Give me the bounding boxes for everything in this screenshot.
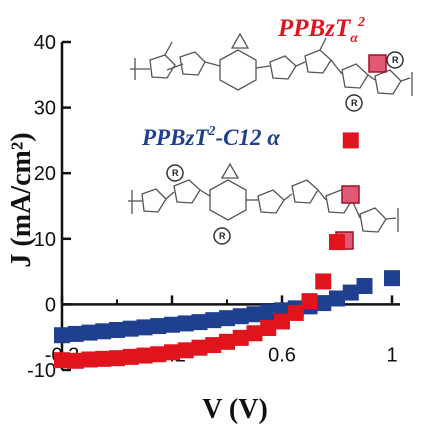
data-point-ppbzt-alpha2 <box>123 349 139 365</box>
data-point-ppbzt-alpha2 <box>192 340 208 356</box>
data-point-ppbzt-alpha2 <box>68 353 84 369</box>
legend-ppbzt-alpha2: PPBzTα2 <box>277 15 365 46</box>
svg-text:R: R <box>219 231 226 241</box>
x-axis-title: V (V) <box>202 394 268 425</box>
data-point-ppbzt-alpha2 <box>247 325 263 341</box>
x-tick-label: 0.6 <box>268 344 296 366</box>
data-point-ppbzt-alpha2 <box>274 313 290 329</box>
data-point-ppbzt-alpha2 <box>205 337 221 353</box>
data-point-ppbzt2-c12-alpha <box>123 321 139 337</box>
data-point-ppbzt-alpha2 <box>95 351 111 367</box>
y-tick-label: 30 <box>34 98 56 120</box>
data-point-ppbzt-alpha2 <box>343 132 359 148</box>
data-point-ppbzt-alpha2 <box>109 350 125 366</box>
data-point-ppbzt2-c12-alpha <box>68 326 84 342</box>
data-point-ppbzt2-c12-alpha <box>260 304 276 320</box>
y-tick-label: 40 <box>34 32 56 54</box>
structure-ppbzt-alpha2: R R <box>130 34 412 111</box>
data-point-ppbzt2-c12-alpha <box>150 318 166 334</box>
data-point-ppbzt-alpha2 <box>260 320 276 336</box>
data-point-ppbzt-alpha2 <box>82 352 98 368</box>
data-point-ppbzt-alpha2 <box>288 305 304 321</box>
y-tick-label: 20 <box>34 163 56 185</box>
data-point-ppbzt-alpha2 <box>137 348 153 364</box>
data-point-ppbzt2-c12-alpha <box>329 290 345 306</box>
data-point-ppbzt2-c12-alpha <box>137 319 153 335</box>
x-tick-label: 1 <box>386 344 397 366</box>
data-point-ppbzt2-c12-alpha <box>205 312 221 328</box>
data-point-ppbzt2-c12-alpha <box>357 278 373 294</box>
legend-ppbzt2-c12-alpha: PPBzT2-C12 α <box>141 124 281 150</box>
data-point-ppbzt2-c12-alpha <box>164 317 180 333</box>
data-point-ppbzt2-c12-alpha <box>95 323 111 339</box>
data-point-ppbzt-alpha2 <box>233 330 249 346</box>
data-point-ppbzt2-c12-alpha <box>109 322 125 338</box>
y-axis-title: J (mA/cm²) <box>6 132 37 267</box>
y-tick-label: 10 <box>34 229 56 251</box>
data-point-ppbzt2-c12-alpha <box>219 310 235 326</box>
data-point-ppbzt2-c12-alpha <box>178 315 194 331</box>
data-point-ppbzt-alpha2 <box>54 352 70 368</box>
svg-text:R: R <box>172 168 179 178</box>
data-point-ppbzt2-c12-alpha <box>54 327 70 343</box>
data-point-ppbzt2-c12-alpha <box>315 295 331 311</box>
series-ppbzt2-c12-alpha <box>54 270 400 343</box>
data-point-ppbzt2-c12-alpha <box>82 325 98 341</box>
data-point-ppbzt-alpha2 <box>150 346 166 362</box>
data-point-ppbzt2-c12-alpha <box>192 314 208 330</box>
data-point-ppbzt-alpha2 <box>178 342 194 358</box>
data-point-ppbzt2-c12-alpha <box>233 308 249 324</box>
data-point-ppbzt-alpha2 <box>302 293 318 309</box>
data-point-ppbzt-alpha2 <box>219 334 235 350</box>
data-point-ppbzt2-c12-alpha <box>343 285 359 301</box>
svg-text:R: R <box>392 55 399 65</box>
data-point-ppbzt2-c12-alpha <box>247 306 263 322</box>
structure-ppbzt2-c12-alpha: R R <box>128 164 398 249</box>
data-point-ppbzt2-c12-alpha <box>384 270 400 286</box>
data-point-ppbzt-alpha2 <box>329 234 345 250</box>
svg-text:R: R <box>351 98 358 108</box>
data-point-ppbzt-alpha2 <box>164 344 180 360</box>
y-tick-label: 0 <box>45 294 56 316</box>
data-point-ppbzt-alpha2 <box>315 273 331 289</box>
